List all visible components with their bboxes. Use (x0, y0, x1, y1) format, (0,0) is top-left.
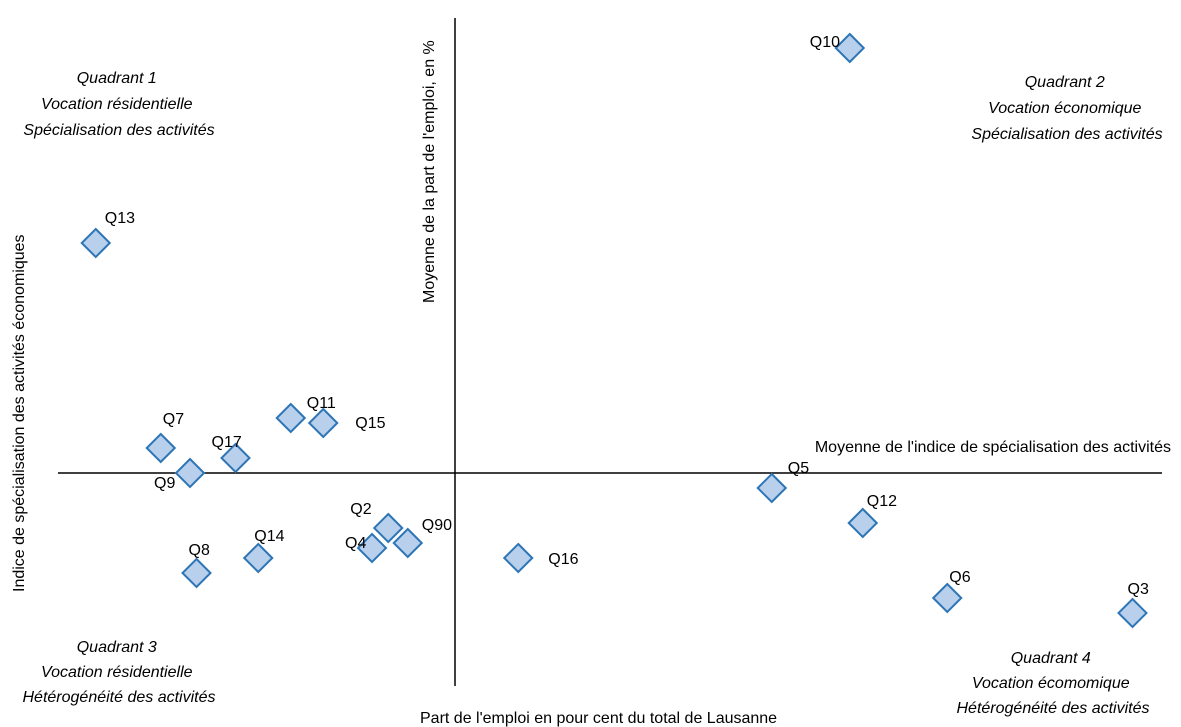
point-q8 (181, 557, 212, 589)
point-label-q6: Q6 (949, 569, 970, 586)
x-axis-title: Part de l'emploi en pour cent du total d… (420, 710, 777, 727)
point-q12 (847, 507, 879, 539)
point-label-q14: Q14 (254, 528, 284, 545)
quadrant-3-label: Quadrant 3 Vocation résidentielle Hétéro… (23, 639, 216, 706)
point-q9 (174, 457, 206, 489)
point-q90 (392, 527, 424, 559)
point-label-q4: Q4 (345, 535, 366, 552)
y-axis-title: Indice de spécialisation des activités é… (11, 234, 28, 592)
point-q7 (145, 432, 177, 464)
quadrant-1-title: Quadrant 1 (77, 70, 157, 87)
quadrant-3-title: Quadrant 3 (77, 639, 157, 656)
point-q13 (80, 227, 112, 259)
point-label-q11: Q11 (307, 395, 336, 412)
point-q3 (1117, 597, 1148, 629)
quadrant-2-activity: Spécialisation des activités (971, 126, 1162, 143)
point-label-q7: Q7 (163, 411, 184, 428)
point-label-q9: Q9 (154, 475, 175, 492)
quadrant-4-title: Quadrant 4 (1011, 650, 1091, 667)
point-label-q5: Q5 (788, 460, 809, 477)
point-q2 (372, 512, 404, 544)
quadrant-3-vocation: Vocation résidentielle (41, 664, 193, 681)
point-label-q2: Q2 (350, 501, 371, 518)
quadrant-3-activity: Hétérogénéité des activités (23, 689, 216, 706)
quadrant-1-vocation: Vocation résidentielle (41, 96, 193, 113)
point-label-q17: Q17 (212, 434, 242, 451)
point-q17 (220, 442, 251, 474)
point-label-q15: Q15 (355, 415, 385, 432)
quadrant-2-title: Quadrant 2 (1025, 74, 1105, 91)
data-points: Q10 Q13 Q11 Q15 Q7 Q17 Q9 Q5 Q12 Q2 Q90 Q4 Q16 Q14 Q8 Q… (80, 32, 1149, 629)
quadrant-4-vocation: Vocation écomomique (972, 675, 1130, 692)
point-label-q13: Q13 (105, 210, 135, 227)
quadrant-4-label: Quadrant 4 Vocation écomomique Hétérogén… (957, 650, 1150, 717)
point-q4 (356, 532, 388, 564)
quadrant-4-activity: Hétérogénéité des activités (957, 700, 1150, 717)
point-q14 (242, 542, 274, 574)
point-label-q90: Q90 (422, 517, 452, 534)
x-reference-label: Moyenne de la part de l'emploi, en % (421, 40, 438, 303)
point-q11 (275, 402, 307, 434)
point-label-q8: Q8 (189, 542, 210, 559)
y-reference-label: Moyenne de l'indice de spécialisation de… (815, 439, 1171, 456)
point-label-q12: Q12 (867, 493, 897, 510)
quadrant-2-label: Quadrant 2 Vocation économique Spécialis… (971, 74, 1162, 143)
point-q15 (307, 407, 339, 439)
point-label-q16: Q16 (548, 551, 578, 568)
quadrant-1-label: Quadrant 1 Vocation résidentielle Spécia… (23, 70, 214, 139)
point-label-q10: Q10 (810, 34, 840, 51)
point-q10 (834, 32, 866, 64)
point-label-q3: Q3 (1128, 581, 1149, 598)
point-q16 (502, 542, 534, 574)
point-q5 (756, 472, 788, 504)
point-q6 (931, 582, 963, 614)
quadrant-1-activity: Spécialisation des activités (23, 122, 214, 139)
quadrant-2-vocation: Vocation économique (988, 100, 1141, 117)
